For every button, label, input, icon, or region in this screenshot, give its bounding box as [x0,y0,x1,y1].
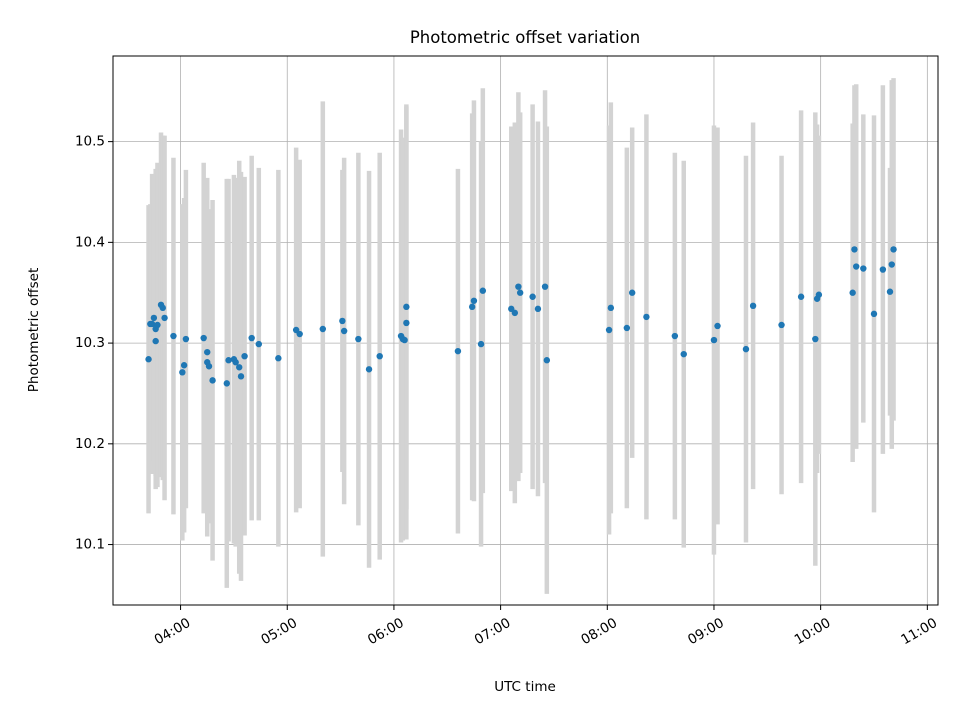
x-tick-label: 09:00 [685,615,727,648]
data-point [223,380,230,387]
data-point [607,304,615,312]
data-point [714,322,721,330]
data-point [200,334,207,342]
data-point [742,345,750,353]
data-point [339,317,346,325]
y-tick-label: 10.1 [75,537,105,553]
data-point [886,288,894,295]
y-axis-label: Photometric offset [26,268,42,392]
data-point [815,291,823,298]
data-point [237,373,245,380]
data-point [340,327,348,335]
x-tick-label: 04:00 [152,615,194,648]
x-tick-label: 08:00 [578,615,620,648]
data-point [159,304,166,312]
data-point [749,302,757,310]
data-point [778,321,785,329]
x-tick-label: 06:00 [365,615,407,648]
data-point [401,336,408,344]
data-point [248,334,255,342]
data-point [680,350,687,358]
data-point [376,352,383,360]
data-point [236,364,243,371]
data-point [403,303,410,311]
data-point [296,330,303,338]
x-tick-label: 10:00 [792,615,834,648]
data-point [145,356,152,363]
data-point [454,347,462,355]
data-point [255,340,262,348]
data-point [797,293,805,300]
data-point [365,366,373,373]
data-point [209,377,216,384]
data-point [179,369,186,376]
data-point [849,289,856,296]
data-point [180,362,188,369]
data-point [860,265,867,272]
data-point [182,335,190,343]
data-point [319,325,327,333]
data-point [851,246,858,253]
data-point [225,357,232,364]
data-point [154,321,161,329]
data-point [355,335,362,343]
data-point [479,287,487,294]
data-point [543,357,551,364]
data-point [879,266,887,273]
data-point [205,363,213,370]
data-point [152,337,159,345]
data-point [605,326,613,334]
data-point [204,348,211,356]
y-tick-label: 10.2 [75,436,105,452]
data-point [241,352,248,360]
x-tick-label: 11:00 [898,615,940,648]
data-point [403,319,410,327]
data-point [150,314,158,322]
x-tick-label: 07:00 [472,615,514,648]
data-point [148,320,156,328]
data-point [477,340,485,348]
data-point [515,283,522,290]
data-point [812,335,819,343]
plot-frame [112,55,939,606]
data-point [853,263,860,270]
data-point [275,355,282,362]
plot-layer: 04:00 05:00 06:00 07:00 08:00 09:00 10:00 11:00… [75,55,940,648]
chart-title: Photometric offset variation [410,28,640,47]
data-point [534,305,542,313]
y-tick-label: 10.5 [75,134,105,150]
data-point [541,283,549,290]
data-point [529,293,536,300]
data-point [890,246,897,253]
data-point [671,332,679,340]
data-point [232,359,239,366]
data-point [470,297,478,304]
data-point [710,336,718,344]
data-point [511,309,519,317]
data-point [623,324,631,332]
data-point [161,314,168,322]
x-axis-label: UTC time [494,679,556,695]
y-tick-label: 10.3 [75,335,105,351]
data-point [870,310,878,318]
data-point [888,261,895,268]
data-point [468,303,476,311]
y-tick-label: 10.4 [75,234,105,250]
data-point [170,332,177,340]
data-point [643,313,650,321]
x-tick-label: 05:00 [258,615,300,648]
data-point [628,289,636,296]
data-point [516,289,524,296]
